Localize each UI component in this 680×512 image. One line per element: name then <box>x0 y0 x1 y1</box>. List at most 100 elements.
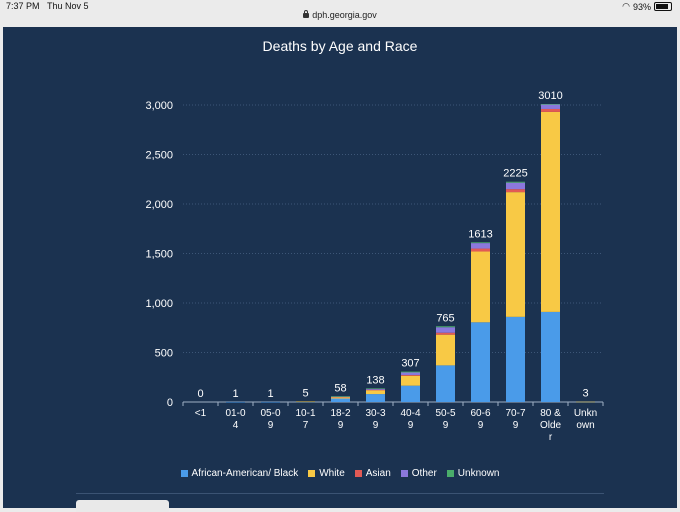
legend-item[interactable]: Unknown <box>446 468 500 479</box>
bar-total-label: 0 <box>197 388 203 400</box>
x-tick-label: <1 <box>195 408 207 419</box>
legend-swatch <box>308 470 316 477</box>
bar-segment <box>541 111 560 312</box>
x-tick-label: 70-7 9 <box>505 408 525 431</box>
bar-total-label: 58 <box>334 382 346 394</box>
lock-icon <box>303 10 310 18</box>
bar-total-label: 5 <box>302 388 308 400</box>
status-time: 7:37 PM Thu Nov 5 <box>6 1 89 11</box>
bar-segment <box>436 326 455 328</box>
bar-segment <box>471 242 490 244</box>
bar-segment <box>506 316 525 402</box>
bar-total-label: 307 <box>401 358 419 370</box>
bar-segment <box>401 372 420 375</box>
battery-percent: 93% <box>632 1 651 12</box>
bar-segment <box>541 311 560 402</box>
bar-segment <box>226 401 245 403</box>
bar-segment <box>366 389 385 391</box>
legend-label: Asian <box>365 468 391 479</box>
y-tick-label: 0 <box>167 397 173 409</box>
status-date: Thu Nov 5 <box>47 1 89 11</box>
bar-segment <box>436 327 455 333</box>
bar-segment <box>471 251 490 323</box>
bar-segment <box>471 322 490 402</box>
legend-label: Unknown <box>457 468 500 479</box>
bar-total-label: 765 <box>436 312 454 324</box>
bar-total-label: 1 <box>267 388 273 400</box>
bar-segment <box>541 108 560 112</box>
bar-total-label: 1 <box>232 388 238 400</box>
chart-legend: African-American/ Black White Asian Other Un… <box>3 468 677 479</box>
y-tick-label: 3,000 <box>145 100 173 112</box>
legend-swatch <box>400 470 408 477</box>
bar-segment <box>506 182 525 190</box>
x-tick-label: 10-1 7 <box>295 408 315 431</box>
x-tick-label: 50-5 9 <box>435 408 455 431</box>
bar-segment <box>471 243 490 249</box>
x-tick-label: 60-6 9 <box>470 408 490 431</box>
bar-segment <box>331 396 350 398</box>
wifi-icon: ◠ <box>622 1 630 11</box>
bar-segment <box>506 181 525 183</box>
bar-segment <box>366 388 385 389</box>
y-tick-label: 500 <box>155 348 173 360</box>
legend-swatch <box>180 470 188 477</box>
bar-total-label: 3010 <box>538 90 562 102</box>
x-tick-label: 01-0 4 <box>225 408 245 431</box>
x-tick-label: Unkn own <box>574 408 597 431</box>
bar-segment <box>366 390 385 395</box>
bar-segment <box>366 388 385 390</box>
y-tick-label: 2,500 <box>145 150 173 162</box>
legend-item[interactable]: White <box>308 468 345 479</box>
bar-total-label: 3 <box>582 388 588 400</box>
legend-item[interactable]: Asian <box>354 468 391 479</box>
status-bar: 7:37 PM Thu Nov 5 ◠ 93% <box>0 0 680 13</box>
bar-segment <box>261 401 280 403</box>
chart-panel: Deaths by Age and Race 0 500 1,000 1,500 2,0… <box>3 27 677 512</box>
x-tick-label: 40-4 9 <box>400 408 420 431</box>
x-tick-label: 18-2 9 <box>330 408 350 431</box>
bar-segment <box>401 374 420 376</box>
bar-total-label: 1613 <box>468 228 492 240</box>
legend-label: Other <box>411 468 437 479</box>
bar-segment <box>436 332 455 335</box>
bar-total-label: 138 <box>366 374 384 386</box>
x-tick-label: 80 & Olde r <box>540 408 562 443</box>
legend-label: White <box>319 468 345 479</box>
x-tick-label: 30-3 9 <box>365 408 385 431</box>
bar-segment <box>506 189 525 193</box>
bar-segment <box>576 401 595 403</box>
bar-segment <box>436 365 455 402</box>
bar-segment <box>471 248 490 252</box>
bar-segment <box>401 375 420 386</box>
bar-total-label: 2225 <box>503 168 527 180</box>
bar-segment <box>331 397 350 399</box>
status-right: ◠ 93% <box>622 1 672 12</box>
bar-segment <box>296 401 315 403</box>
bar-segment <box>331 398 350 402</box>
legend-swatch <box>446 470 454 477</box>
chart-title: Deaths by Age and Race <box>262 38 418 54</box>
y-tick-label: 1,500 <box>145 249 173 261</box>
address-bar[interactable]: dph.georgia.gov <box>0 10 680 26</box>
bar-segment <box>541 104 560 109</box>
y-tick-label: 1,000 <box>145 298 173 310</box>
battery-icon <box>654 2 672 11</box>
legend-item[interactable]: Other <box>400 468 437 479</box>
bar-segment <box>401 385 420 402</box>
section-divider <box>76 493 604 494</box>
bar-segment <box>436 334 455 366</box>
bar-segment <box>331 396 350 397</box>
legend-swatch <box>354 470 362 477</box>
x-tick-label: 05-0 9 <box>260 408 280 431</box>
legend-item[interactable]: African-American/ Black <box>180 468 299 479</box>
url-text: dph.georgia.gov <box>312 10 377 20</box>
y-tick-label: 2,000 <box>145 199 173 211</box>
bottom-tab[interactable] <box>76 500 169 512</box>
bar-segment <box>506 192 525 317</box>
bar-segment <box>541 104 560 105</box>
legend-label: African-American/ Black <box>191 468 299 479</box>
bar-segment <box>401 371 420 373</box>
bar-segment <box>366 394 385 402</box>
